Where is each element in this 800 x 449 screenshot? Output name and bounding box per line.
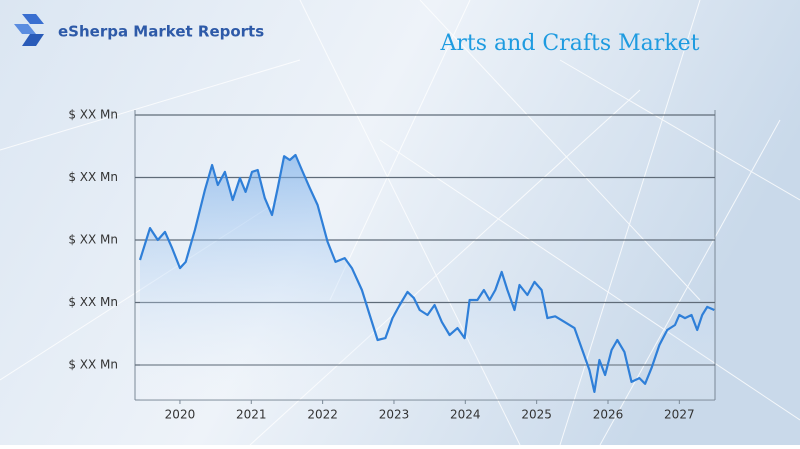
y-tick-label: $ XX Mn [68, 295, 118, 309]
x-tick-label: 2024 [450, 408, 481, 422]
x-tick-label: 2025 [521, 408, 552, 422]
x-tick-label: 2026 [593, 408, 624, 422]
x-tick-label: 2020 [165, 408, 196, 422]
x-tick-label: 2023 [379, 408, 410, 422]
brand-name: eSherpa Market Reports [58, 23, 264, 41]
y-tick-label: $ XX Mn [68, 358, 118, 372]
logo-icon [14, 14, 44, 46]
line [138, 153, 715, 393]
x-tick-label: 2022 [307, 408, 338, 422]
y-tick-label: $ XX Mn [68, 170, 118, 184]
x-tick-label: 2021 [236, 408, 267, 422]
chart-title: Arts and Crafts Market [440, 31, 700, 56]
x-tick-label: 2027 [664, 408, 695, 422]
area [140, 155, 715, 400]
y-tick-label: $ XX Mn [68, 233, 118, 247]
y-tick-label: $ XX Mn [68, 108, 118, 122]
